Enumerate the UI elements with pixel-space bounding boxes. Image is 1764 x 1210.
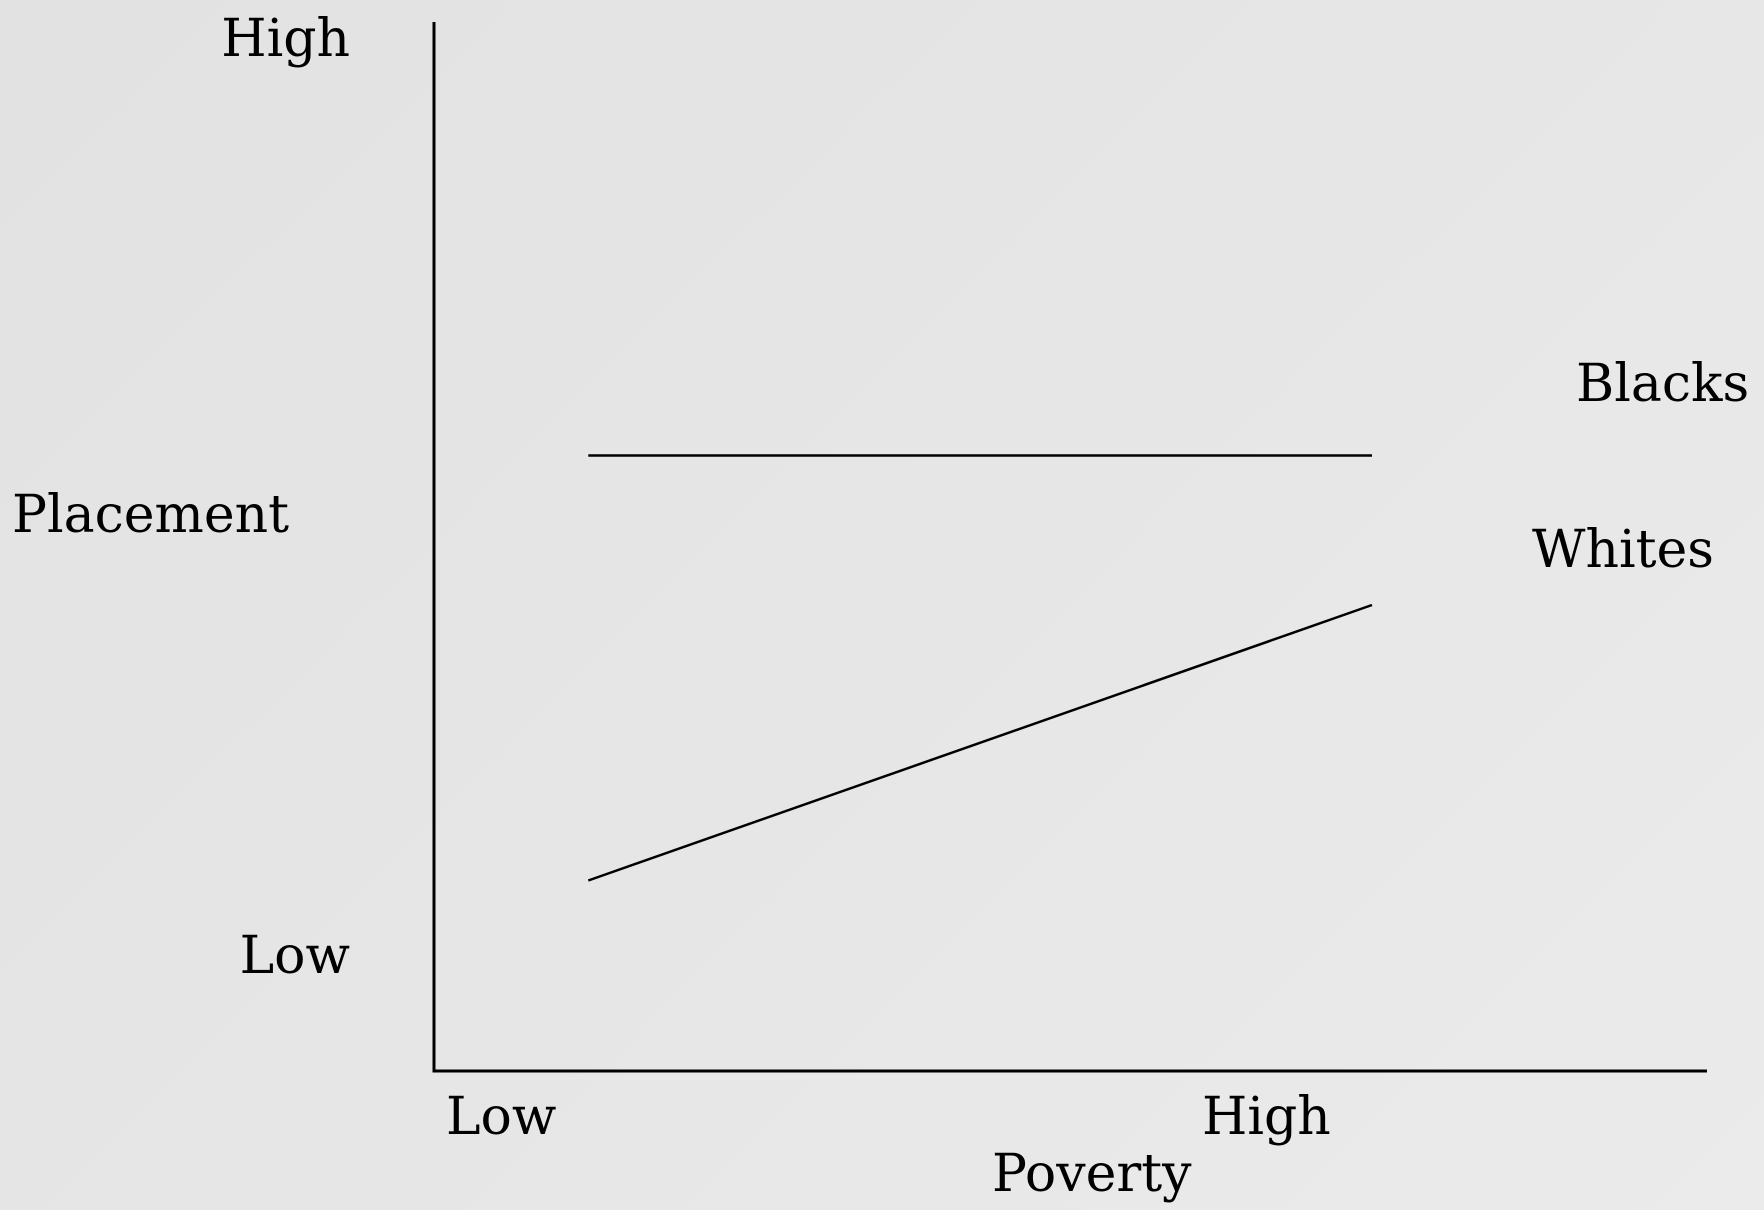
x-tick-label-low: Low xyxy=(446,1087,556,1147)
series-layer: Blacks Whites xyxy=(587,354,1749,882)
series-line-whites xyxy=(587,603,1373,882)
y-axis-label: Placement xyxy=(12,485,289,545)
series-label-blacks: Blacks xyxy=(1576,354,1749,414)
y-tick-label-low: Low xyxy=(240,926,350,986)
series-label-whites: Whites xyxy=(1532,520,1714,580)
x-axis-label: Poverty xyxy=(992,1144,1192,1204)
y-tick-label-high: High xyxy=(221,9,350,69)
x-tick-label-high: High xyxy=(1202,1087,1331,1147)
